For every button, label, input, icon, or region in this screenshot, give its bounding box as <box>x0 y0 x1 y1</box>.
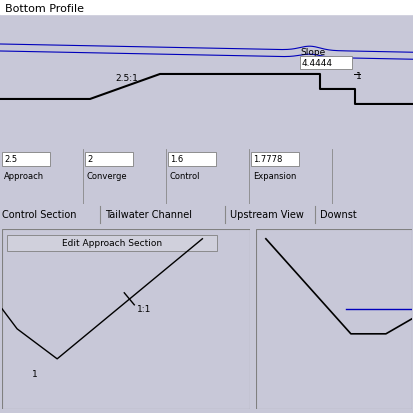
Bar <box>250 152 298 166</box>
Text: Expansion: Expansion <box>252 172 296 181</box>
Text: Tailwater Channel: Tailwater Channel <box>105 210 192 220</box>
Text: Approach: Approach <box>4 172 44 181</box>
Bar <box>299 57 351 70</box>
Bar <box>168 152 216 166</box>
Text: 1:1: 1:1 <box>137 304 151 313</box>
Text: 1: 1 <box>355 72 361 81</box>
Text: 4.4444: 4.4444 <box>301 59 332 68</box>
Text: 1.6: 1.6 <box>170 155 183 164</box>
Text: Slope: Slope <box>299 48 325 57</box>
Text: Control: Control <box>170 172 200 181</box>
Text: Upstream View: Upstream View <box>230 210 303 220</box>
Text: Bottom Profile: Bottom Profile <box>5 4 84 14</box>
Text: 2.5: 2.5 <box>4 155 17 164</box>
Bar <box>0 0 413 15</box>
Text: Control Section: Control Section <box>2 210 76 220</box>
Text: Edit Approach Section: Edit Approach Section <box>62 239 162 248</box>
Bar <box>2 152 50 166</box>
Bar <box>85 152 133 166</box>
Text: 2: 2 <box>87 155 92 164</box>
Bar <box>7 235 217 251</box>
Text: 1.7778: 1.7778 <box>252 155 282 164</box>
Text: Converge: Converge <box>87 172 127 181</box>
Text: 1: 1 <box>32 369 38 378</box>
Text: Downst: Downst <box>319 210 356 220</box>
Text: 2.5:1: 2.5:1 <box>115 74 138 83</box>
